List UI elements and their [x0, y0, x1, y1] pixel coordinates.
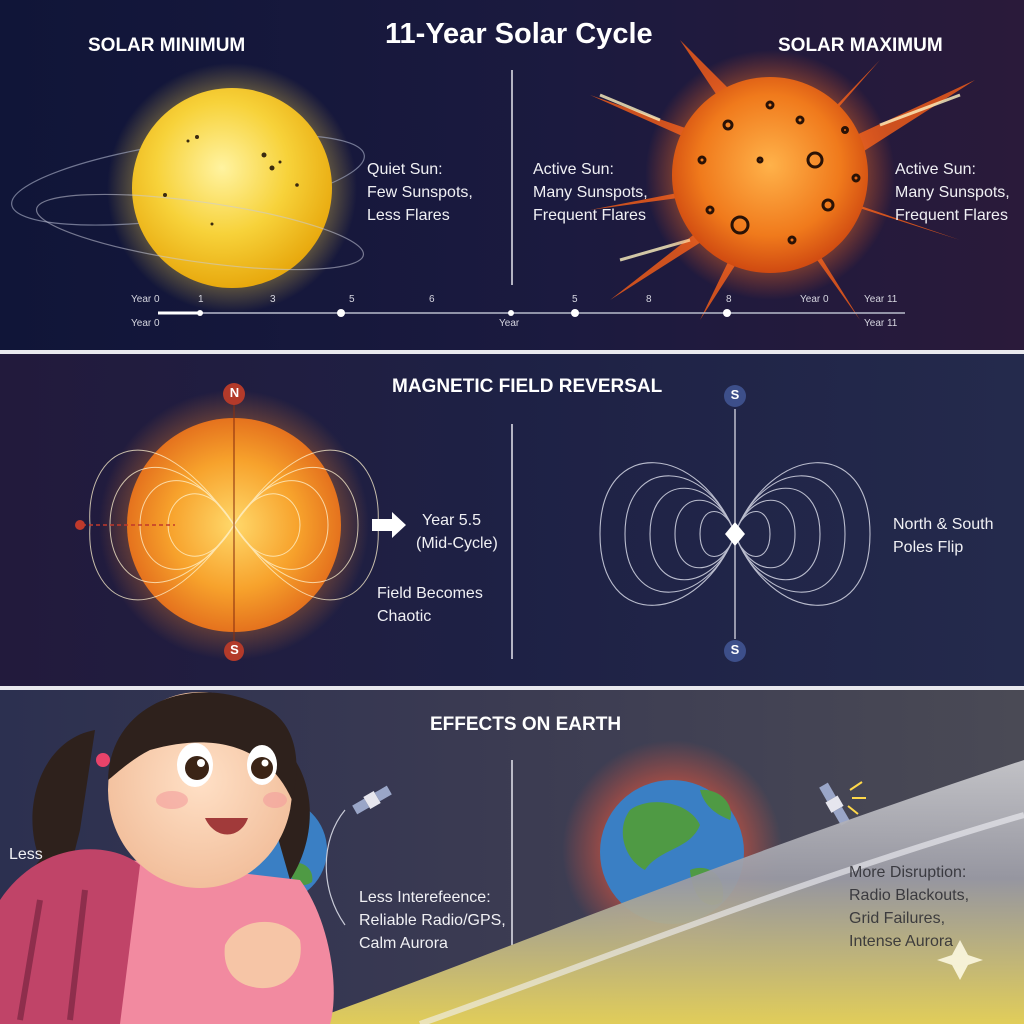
south-pole-badge-left	[224, 641, 244, 661]
spark-icon	[847, 781, 866, 815]
backpack	[0, 849, 140, 1024]
effects-art	[0, 692, 1024, 1024]
north-pole-label: N	[229, 385, 240, 400]
north-pole-badge	[223, 383, 245, 405]
solar-maximum-title: SOLAR MAXIMUM	[778, 35, 943, 56]
effects-panel: EFFECTS ON EARTH Less Less Interefeence:…	[0, 690, 1024, 1024]
south-pole-label-bottom: S	[730, 642, 740, 657]
effects-title: EFFECTS ON EARTH	[430, 714, 622, 735]
satellite-storm-icon	[819, 782, 850, 826]
girl-character	[0, 692, 334, 1024]
satellite-icon	[352, 785, 392, 815]
timeline-tick: 1	[198, 294, 204, 305]
sparkle-icon	[937, 940, 983, 980]
arrow-icon	[372, 512, 406, 538]
south-pole-label-top: S	[730, 387, 740, 402]
active-sun	[672, 77, 868, 273]
south-pole-badge-bottom	[724, 640, 746, 662]
timeline-end-label: Year 11	[864, 318, 898, 329]
less-interference-label: Less Interefeence: Reliable Radio/GPS, C…	[359, 889, 506, 952]
active-sun-label-center: Active Sun: Many Sunspots, Frequent Flar…	[533, 161, 648, 224]
poles-flip-label: North & South Poles Flip	[893, 516, 994, 556]
solar-cycle-art	[11, 40, 975, 320]
quiet-sun-label: Quiet Sun: Few Sunspots, Less Flares	[367, 161, 473, 224]
timeline-tick: Year 11	[864, 294, 898, 305]
more-disruption-label: More Disruption: Radio Blackouts, Grid F…	[849, 864, 970, 950]
timeline-tick: 8	[726, 294, 732, 305]
active-sun-spots	[697, 100, 861, 245]
timeline-tick: 6	[429, 294, 435, 305]
south-pole-badge-top	[724, 385, 746, 407]
timeline-tick: Year 0	[800, 294, 829, 305]
chaotic-label: Field Becomes Chaotic	[377, 585, 483, 625]
magnetic-field-art	[75, 383, 871, 662]
timeline-tick: 5	[349, 294, 355, 305]
timeline-tick: 5	[572, 294, 578, 305]
timeline-start-label: Year 0	[131, 318, 160, 329]
south-pole-label-left: S	[230, 642, 239, 657]
magnetic-title: MAGNETIC FIELD REVERSAL	[392, 376, 663, 397]
dipole-center-icon	[725, 522, 745, 546]
quiet-sun	[132, 88, 332, 288]
panel-separator	[0, 686, 1024, 690]
panel-separator	[0, 350, 1024, 354]
less-cut-label: Less	[9, 846, 43, 863]
timeline-tick: Year 0	[131, 294, 160, 305]
pole-marker-left	[75, 520, 85, 530]
active-sun-label-right: Active Sun: Many Sunspots, Frequent Flar…	[895, 161, 1010, 224]
foreground-tube	[300, 760, 1024, 1024]
timeline-tick: 3	[270, 294, 276, 305]
timeline-tick: 8	[646, 294, 652, 305]
main-title: 11-Year Solar Cycle	[385, 18, 653, 50]
solar-minimum-title: SOLAR MINIMUM	[88, 35, 246, 56]
midcycle-label: Year 5.5 (Mid-Cycle)	[416, 512, 498, 552]
solar-cycle-panel: 11-Year Solar Cycle SOLAR MINIMUM SOLAR …	[0, 0, 1024, 350]
dipole-field-lines	[599, 462, 871, 606]
timeline-markers	[197, 309, 731, 317]
magnetic-field-panel: MAGNETIC FIELD REVERSAL N S S S Year 5.5…	[0, 354, 1024, 686]
timeline-center-label: Year	[499, 318, 520, 329]
hands	[224, 921, 301, 989]
quiet-sun-spots	[163, 135, 299, 226]
